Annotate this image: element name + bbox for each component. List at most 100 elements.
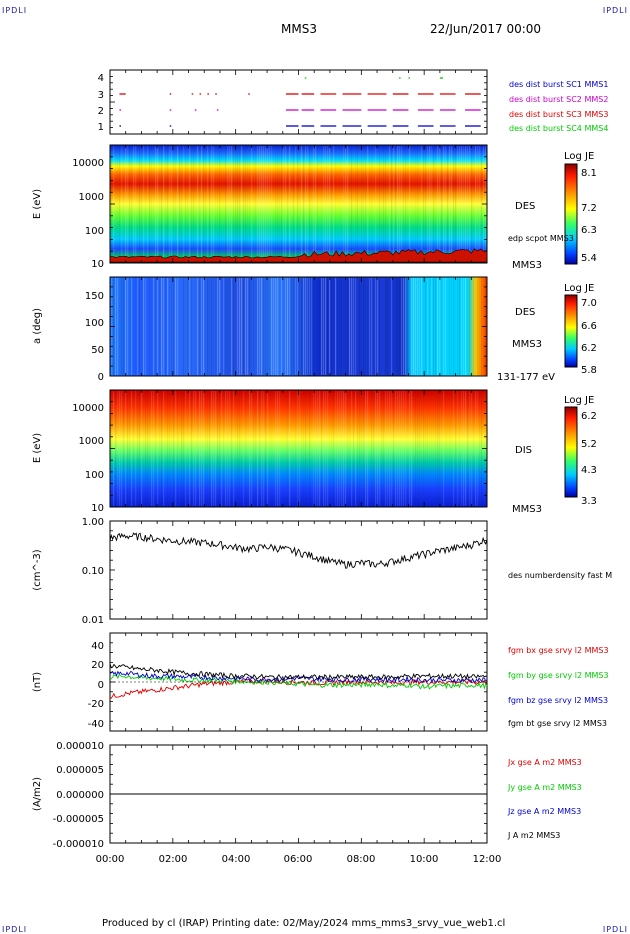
spectrogram-column xyxy=(231,278,233,375)
spectrogram-column xyxy=(453,146,455,262)
spectrogram-column xyxy=(385,391,387,506)
spectrogram-column xyxy=(261,391,263,506)
spectrogram-column xyxy=(415,278,417,375)
spectrogram-column xyxy=(439,146,441,262)
spectrogram-column xyxy=(419,146,420,262)
spectrogram-column xyxy=(163,278,165,375)
spectrogram-column xyxy=(391,391,393,506)
spectrogram-column xyxy=(309,146,311,262)
x-tick-label: 06:00 xyxy=(284,854,313,865)
spectrogram-column xyxy=(387,278,389,375)
spectrogram-column xyxy=(303,278,305,375)
spectrogram-column xyxy=(315,146,317,262)
spectrogram-column xyxy=(177,391,179,506)
spectrogram-column xyxy=(407,146,408,262)
spectrogram-column xyxy=(359,278,361,375)
spectrogram-column xyxy=(259,278,261,375)
spectrogram-column xyxy=(145,146,146,262)
spectrogram-column xyxy=(263,278,265,375)
y-tick-label: 20 xyxy=(91,660,104,671)
spectrogram-column xyxy=(255,278,256,375)
spectrogram-column xyxy=(133,391,135,506)
spectrogram-column xyxy=(397,278,399,375)
spectrogram-column xyxy=(465,391,467,506)
spectrogram-column xyxy=(329,146,331,262)
spectrogram-column xyxy=(137,146,138,262)
field-series-line xyxy=(109,677,488,699)
legend-burst-sc2: des dist burst SC2 MMS2 xyxy=(509,95,608,104)
spectrogram-column xyxy=(209,391,211,506)
legend-bz: fgm bz gse srvy l2 MMS3 xyxy=(508,696,608,705)
spectrogram-column xyxy=(445,278,447,375)
spectrogram-column xyxy=(263,146,265,262)
spectrogram-column xyxy=(209,278,211,375)
colorbar-tick: 5.8 xyxy=(581,365,597,376)
spectrogram-column xyxy=(455,278,456,375)
des-energy-colorbar xyxy=(564,163,578,265)
spectrogram-column xyxy=(227,278,229,375)
spectrogram-column xyxy=(281,278,283,375)
spectrogram-column xyxy=(121,146,123,262)
spectrogram-column xyxy=(183,391,185,506)
spectrogram-column xyxy=(441,278,443,375)
spectrogram-column xyxy=(173,391,175,506)
spectrogram-column xyxy=(205,391,206,506)
spectrogram-column xyxy=(317,391,319,506)
des-energy-texture xyxy=(111,146,487,262)
spectrogram-column xyxy=(153,391,155,506)
spectrogram-column xyxy=(467,391,469,506)
spectrogram-column xyxy=(205,146,207,262)
spectrogram-column xyxy=(413,391,414,506)
spectrogram-column xyxy=(273,391,274,506)
spectrogram-column xyxy=(283,391,284,506)
y-tick-label: 4 xyxy=(98,73,104,84)
spectrogram-column xyxy=(339,278,341,375)
spectrogram-column xyxy=(473,146,474,262)
spectrogram-column xyxy=(447,391,448,506)
spectrogram-column xyxy=(165,278,167,375)
spectrogram-column xyxy=(325,391,327,506)
y-tick-label: 10 xyxy=(91,259,104,270)
spectrogram-column xyxy=(371,146,372,262)
spectrogram-column xyxy=(179,146,181,262)
y-tick-label: 10000 xyxy=(72,158,104,169)
colorbar-title-des: Log JE xyxy=(564,151,594,162)
spectrogram-column xyxy=(307,278,309,375)
spectrogram-column xyxy=(327,146,329,262)
spectrogram-column xyxy=(453,391,455,506)
spectrogram-column xyxy=(303,146,305,262)
spectrogram-column xyxy=(323,146,325,262)
spectrogram-column xyxy=(333,146,335,262)
spectrogram-column xyxy=(241,146,243,262)
y-tick-label: -40 xyxy=(88,719,104,730)
spectrogram-column xyxy=(275,391,277,506)
spectrogram-column xyxy=(311,278,313,375)
y-tick-label: -0.000005 xyxy=(53,814,104,825)
spectrogram-column xyxy=(259,146,261,262)
density-panel-frame xyxy=(109,520,488,620)
spectrogram-column xyxy=(435,146,436,262)
spectrogram-column xyxy=(415,391,417,506)
spectrogram-column xyxy=(335,146,336,262)
legend-j: J A m2 MMS3 xyxy=(507,831,560,840)
spectrogram-column xyxy=(451,146,453,262)
spectrogram-column xyxy=(143,278,145,375)
spectrogram-column xyxy=(465,146,467,262)
colorbar-tick: 8.1 xyxy=(581,168,597,179)
spectrogram-column xyxy=(301,278,303,375)
spectrogram-column xyxy=(125,391,127,506)
spectrogram-column xyxy=(207,146,209,262)
spectrogram-column xyxy=(457,146,459,262)
y-tick-label: 10 xyxy=(91,503,104,514)
spectrogram-column xyxy=(203,146,205,262)
y-tick-label: 0.01 xyxy=(82,615,104,626)
colorbar-title-pitch: Log JE xyxy=(564,283,594,294)
spectrogram-column xyxy=(375,391,377,506)
spectrogram-column xyxy=(161,391,163,506)
spectrogram-column xyxy=(439,278,441,375)
spectrogram-column xyxy=(277,146,279,262)
spectrogram-column xyxy=(287,278,289,375)
y-axis-title: E (eV) xyxy=(32,189,43,219)
spectrogram-column xyxy=(445,391,446,506)
spectrogram-column xyxy=(447,278,448,375)
